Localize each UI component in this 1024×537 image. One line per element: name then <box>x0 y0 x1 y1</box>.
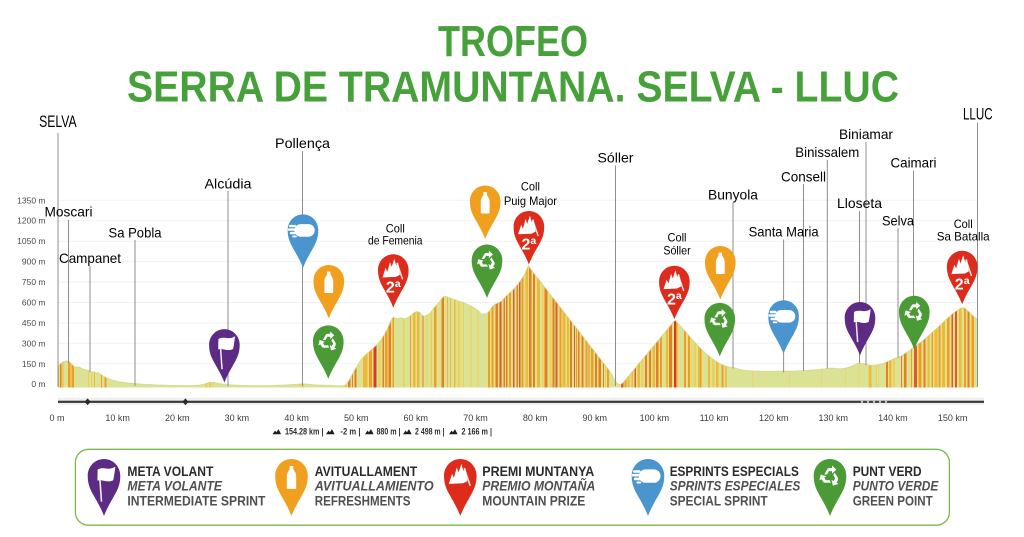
svg-text:90 km: 90 km <box>583 413 608 423</box>
svg-text:AVITUALLAMIENTO: AVITUALLAMIENTO <box>314 479 434 494</box>
svg-text:MOUNTAIN PRIZE: MOUNTAIN PRIZE <box>482 494 585 509</box>
svg-text:120 km: 120 km <box>759 413 789 423</box>
svg-text:Santa Maria: Santa Maria <box>749 224 819 240</box>
svg-text:Sóller: Sóller <box>598 150 634 166</box>
svg-text:INTERMEDIATE SPRINT: INTERMEDIATE SPRINT <box>127 494 266 509</box>
svg-text:PUNTO VERDE: PUNTO VERDE <box>853 479 939 494</box>
svg-text:80 km: 80 km <box>523 413 548 423</box>
svg-text:140 km: 140 km <box>878 413 908 423</box>
svg-text:ESPRINTS ESPECIALS: ESPRINTS ESPECIALS <box>670 464 799 479</box>
svg-text:60 km: 60 km <box>404 413 429 423</box>
svg-text:150 km: 150 km <box>938 413 968 423</box>
svg-text:Puig Major: Puig Major <box>504 194 557 208</box>
svg-text:2 166 m |: 2 166 m | <box>462 427 493 438</box>
svg-text:300 m: 300 m <box>22 338 46 348</box>
svg-text:Lloseta: Lloseta <box>837 195 882 211</box>
svg-text:Coll: Coll <box>521 180 540 194</box>
svg-text:Sa Batalla: Sa Batalla <box>937 229 990 243</box>
svg-text:100 km: 100 km <box>640 413 670 423</box>
svg-text:AVITUALLAMENT: AVITUALLAMENT <box>315 464 418 479</box>
svg-text:10 km: 10 km <box>105 413 130 423</box>
svg-text:154.28 km |: 154.28 km | <box>285 427 324 438</box>
svg-text:SPRINTS ESPECIALES: SPRINTS ESPECIALES <box>670 479 801 494</box>
svg-text:Sa Pobla: Sa Pobla <box>109 225 162 241</box>
svg-text:Bunyola: Bunyola <box>708 187 758 203</box>
svg-text:Coll: Coll <box>668 230 687 244</box>
svg-text:Coll: Coll <box>954 217 973 231</box>
svg-text:450 m: 450 m <box>22 318 46 328</box>
svg-text:Moscari: Moscari <box>45 204 93 220</box>
svg-text:Alcúdia: Alcúdia <box>205 176 252 192</box>
svg-text:META VOLANTE: META VOLANTE <box>127 479 222 494</box>
svg-text:Caimari: Caimari <box>891 155 937 171</box>
svg-text:SERRA DE TRAMUNTANA. SELVA - L: SERRA DE TRAMUNTANA. SELVA - LLUC <box>127 63 899 112</box>
svg-text:880 m |: 880 m | <box>377 427 401 438</box>
svg-text:Selva: Selva <box>882 212 914 228</box>
svg-text:PREMI MUNTANYA: PREMI MUNTANYA <box>482 464 594 479</box>
svg-text:Campanet: Campanet <box>59 250 121 266</box>
svg-text:Pollença: Pollença <box>275 135 330 151</box>
svg-text:1050 m: 1050 m <box>17 236 45 246</box>
svg-text:600 m: 600 m <box>22 298 46 308</box>
svg-text:Consell: Consell <box>781 168 826 184</box>
svg-text:110 km: 110 km <box>700 413 729 423</box>
svg-text:900 m: 900 m <box>22 257 46 267</box>
svg-text:REFRESHMENTS: REFRESHMENTS <box>315 494 411 509</box>
svg-text:2 498 m |: 2 498 m | <box>415 427 445 438</box>
svg-text:TROFEO: TROFEO <box>438 17 588 66</box>
svg-text:20 km: 20 km <box>165 413 190 423</box>
svg-text:META VOLANT: META VOLANT <box>127 464 214 479</box>
svg-text:GREEN POINT: GREEN POINT <box>853 494 934 509</box>
svg-text:1350 m: 1350 m <box>17 195 45 205</box>
svg-text:de Femenia: de Femenia <box>368 234 423 248</box>
svg-text:40 km: 40 km <box>284 413 309 423</box>
svg-text:Coll: Coll <box>386 222 405 236</box>
svg-text:SELVA: SELVA <box>39 113 77 131</box>
svg-text:SPECIAL SPRINT: SPECIAL SPRINT <box>670 494 769 509</box>
svg-text:0 m: 0 m <box>49 413 64 423</box>
svg-text:PUNT VERD: PUNT VERD <box>853 464 922 479</box>
svg-text:0 m: 0 m <box>31 379 45 389</box>
svg-text:50 km: 50 km <box>344 413 369 423</box>
svg-text:30 km: 30 km <box>225 413 250 423</box>
svg-text:130 km: 130 km <box>819 413 849 423</box>
svg-text:70 km: 70 km <box>463 413 488 423</box>
svg-text:-2 m |: -2 m | <box>341 427 361 438</box>
svg-text:150 m: 150 m <box>22 359 46 369</box>
svg-text:Sóller: Sóller <box>663 244 690 258</box>
svg-text:Binissalem: Binissalem <box>795 144 859 160</box>
svg-text:1200 m: 1200 m <box>17 216 45 226</box>
svg-text:LLUC: LLUC <box>963 106 993 124</box>
svg-text:Biniamar: Biniamar <box>839 126 893 142</box>
svg-text:750 m: 750 m <box>22 277 46 287</box>
svg-text:PREMIO MONTAÑA: PREMIO MONTAÑA <box>482 479 595 494</box>
